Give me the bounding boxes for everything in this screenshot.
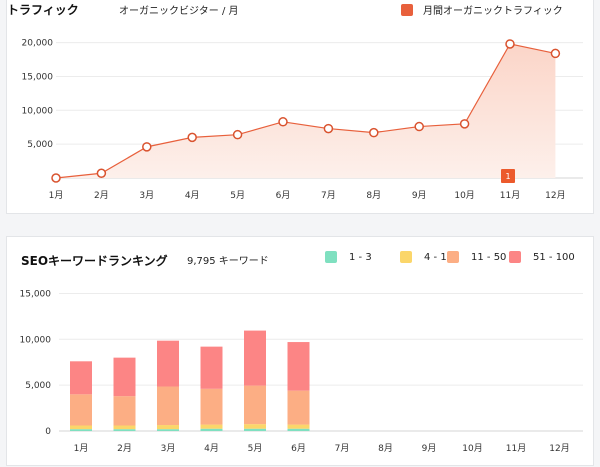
- seo-bar-segment: [287, 342, 310, 391]
- seo-ytick-label: 5,000: [25, 381, 51, 391]
- traffic-point: [51, 173, 61, 183]
- traffic-point: [505, 39, 515, 49]
- traffic-point: [414, 121, 424, 132]
- traffic-xtick-label: 3月: [139, 190, 154, 201]
- traffic-point: [278, 117, 288, 127]
- seo-legend-label: 11 - 50: [471, 251, 507, 263]
- seo-ytick-label: 0: [45, 427, 51, 437]
- seo-xtick-label: 10月: [462, 443, 482, 454]
- seo-bar-segment: [244, 428, 266, 431]
- seo-legend-swatch: [509, 251, 521, 263]
- seo-card: SEOキーワードランキング 9,795 キーワード 1 - 3 4 - 10 11 …: [6, 236, 594, 466]
- traffic-xtick-label: 4月: [185, 190, 200, 201]
- traffic-chart: 20,000 15,000 10,000 5,000 1月 2月 3月 4月 5月 6月 7月 8月 9…: [22, 39, 583, 201]
- seo-bar-segment: [287, 428, 310, 431]
- seo-bar-segment: [157, 425, 179, 430]
- seo-xtick-label: 5月: [248, 443, 263, 454]
- annotation-badge: [501, 169, 515, 183]
- seo-bar-segment: [200, 388, 223, 425]
- seo-ytick-label: 10,000: [20, 335, 52, 345]
- seo-legend-item[interactable]: 4 - 10: [400, 251, 453, 263]
- traffic-point: [187, 132, 197, 143]
- seo-bar-segment: [113, 396, 136, 426]
- annotation-badge-label: 1: [505, 172, 510, 181]
- seo-legend-label: 1 - 3: [349, 251, 372, 263]
- traffic-xtick-label: 11月: [500, 190, 520, 201]
- seo-xtick-label: 4月: [204, 443, 219, 454]
- traffic-xtick-label: 1月: [49, 190, 64, 201]
- seo-xtick-label: 1月: [74, 443, 89, 454]
- seo-bar-segment: [157, 429, 179, 431]
- seo-xtick-label: 8月: [378, 443, 393, 454]
- seo-bar-segment: [113, 425, 136, 430]
- traffic-point: [369, 127, 379, 138]
- keyword-count: 9,795 キーワード: [187, 256, 269, 267]
- seo-xtick-label: 7月: [335, 443, 350, 454]
- seo-legend-label: 51 - 100: [533, 251, 575, 263]
- seo-bar-segment: [244, 330, 266, 386]
- traffic-card: トラフィック オーガニックビジター / 月 月間オーガニックトラフィック 20,…: [6, 0, 594, 214]
- traffic-point: [550, 48, 561, 59]
- seo-ytick-label: 15,000: [20, 289, 52, 299]
- seo-bar-segment: [287, 390, 310, 425]
- seo-bar-segment: [70, 361, 92, 395]
- seo-bar-segment: [244, 424, 266, 429]
- seo-legend-swatch: [447, 251, 459, 263]
- traffic-point: [232, 129, 243, 140]
- seo-xtick-label: 2月: [117, 443, 132, 454]
- traffic-xtick-label: 8月: [366, 190, 381, 201]
- traffic-line: [55, 43, 556, 179]
- traffic-title: トラフィック: [7, 3, 79, 17]
- traffic-area: [56, 43, 556, 179]
- seo-xtick-label: 9月: [422, 443, 437, 454]
- seo-xtick-label: 11月: [506, 443, 526, 454]
- seo-title: SEOキーワードランキング: [21, 254, 168, 268]
- traffic-ytick-label: 15,000: [22, 72, 54, 82]
- seo-bar-segment: [157, 340, 179, 387]
- traffic-xtick-label: 6月: [276, 190, 291, 201]
- seo-legend-item[interactable]: 51 - 100: [509, 251, 575, 263]
- traffic-legend-swatch: [401, 3, 413, 16]
- traffic-xtick-label: 12月: [545, 190, 565, 201]
- seo-bar-segment: [200, 428, 223, 431]
- seo-bar-segment: [70, 394, 92, 426]
- seo-chart: 15,000 10,000 5,000 0 1月 2月 3月 4月 5月 6月 7月 8月 9月 10月 1…: [20, 289, 583, 454]
- seo-bar-segment: [113, 357, 136, 397]
- seo-bar-segment: [157, 386, 179, 426]
- traffic-xtick-label: 7月: [321, 190, 336, 201]
- traffic-xtick-label: 9月: [412, 190, 427, 201]
- seo-bar-segment: [113, 429, 136, 431]
- traffic-point: [459, 119, 470, 129]
- traffic-legend[interactable]: 月間オーガニックトラフィック: [401, 2, 563, 17]
- seo-legend-swatch: [400, 251, 412, 263]
- seo-bar-segment: [200, 346, 223, 389]
- traffic-subtitle: オーガニックビジター / 月: [119, 6, 239, 17]
- traffic-xtick-label: 10月: [454, 190, 474, 201]
- traffic-point: [96, 168, 107, 179]
- seo-xtick-label: 6月: [291, 443, 306, 454]
- seo-bar-segment: [70, 425, 92, 430]
- traffic-point: [323, 123, 334, 134]
- traffic-ytick-label: 20,000: [22, 39, 54, 49]
- seo-legend-item[interactable]: 11 - 50: [447, 251, 506, 263]
- seo-legend-item[interactable]: 1 - 3: [325, 251, 372, 263]
- seo-legend-swatch: [325, 251, 337, 263]
- seo-xtick-label: 12月: [549, 443, 569, 454]
- traffic-ytick-label: 5,000: [27, 140, 53, 150]
- seo-bar-segment: [244, 385, 266, 425]
- seo-bar-segment: [287, 424, 310, 429]
- seo-bar-segment: [200, 424, 223, 429]
- seo-legend-label: 4 - 10: [424, 251, 454, 263]
- traffic-legend-label: 月間オーガニックトラフィック: [423, 6, 563, 17]
- traffic-xtick-label: 5月: [230, 190, 245, 201]
- traffic-xtick-label: 2月: [94, 190, 109, 201]
- traffic-ytick-label: 10,000: [22, 106, 54, 116]
- traffic-point: [142, 142, 152, 152]
- seo-xtick-label: 3月: [161, 443, 176, 454]
- seo-bar-segment: [70, 429, 92, 431]
